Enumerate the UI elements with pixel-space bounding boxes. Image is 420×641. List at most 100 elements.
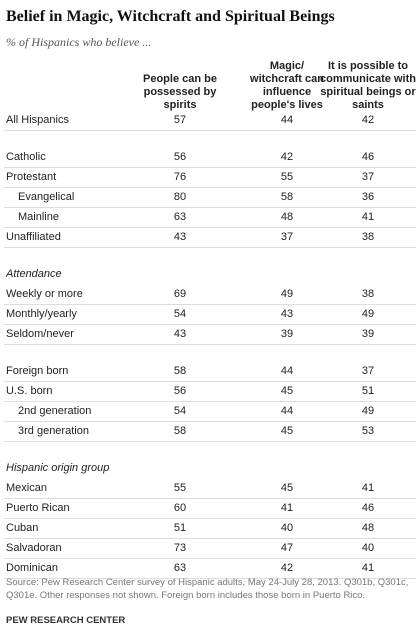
cell-value: 56 xyxy=(173,151,187,163)
section-heading: Attendance xyxy=(6,268,62,280)
cell-value: 44 xyxy=(280,405,294,417)
cell-value: 48 xyxy=(361,522,375,534)
row-rule xyxy=(4,558,416,559)
cell-value: 43 xyxy=(173,231,187,243)
cell-value: 41 xyxy=(280,502,294,514)
cell-value: 51 xyxy=(173,522,187,534)
cell-value: 51 xyxy=(361,385,375,397)
row-rule xyxy=(4,538,416,539)
cell-value: 46 xyxy=(361,151,375,163)
row-label: U.S. born xyxy=(6,385,53,397)
cell-value: 55 xyxy=(173,482,187,494)
row-rule xyxy=(4,518,416,519)
cell-value: 39 xyxy=(361,328,375,340)
row-rule xyxy=(4,207,416,208)
source-note: Source: Pew Research Center survey of Hi… xyxy=(6,577,409,601)
cell-value: 46 xyxy=(361,502,375,514)
cell-value: 69 xyxy=(173,288,187,300)
cell-value: 53 xyxy=(361,425,375,437)
cell-value: 55 xyxy=(280,171,294,183)
cell-value: 37 xyxy=(361,365,375,377)
cell-value: 38 xyxy=(361,231,375,243)
row-rule xyxy=(4,498,416,499)
row-rule xyxy=(4,167,416,168)
cell-value: 41 xyxy=(361,482,375,494)
row-rule xyxy=(4,227,416,228)
title: Belief in Magic, Witchcraft and Spiritua… xyxy=(6,8,335,25)
row-label: Evangelical xyxy=(18,191,75,203)
row-label: Salvadoran xyxy=(6,542,62,554)
row-rule xyxy=(4,187,416,188)
cell-value: 40 xyxy=(280,522,294,534)
row-label: Seldom/never xyxy=(6,328,74,340)
row-label: Puerto Rican xyxy=(6,502,70,514)
cell-value: 45 xyxy=(280,425,294,437)
row-rule xyxy=(4,401,416,402)
cell-value: 44 xyxy=(280,365,294,377)
cell-value: 60 xyxy=(173,502,187,514)
row-rule xyxy=(4,130,416,131)
cell-value: 57 xyxy=(173,114,187,126)
column-header: It is possible to communicate with spiri… xyxy=(320,60,416,111)
cell-value: 48 xyxy=(280,211,294,223)
row-label: Dominican xyxy=(6,562,58,574)
row-label: Cuban xyxy=(6,522,39,534)
cell-value: 43 xyxy=(173,328,187,340)
cell-value: 76 xyxy=(173,171,187,183)
cell-value: 40 xyxy=(361,542,375,554)
cell-value: 36 xyxy=(361,191,375,203)
cell-value: 58 xyxy=(280,191,294,203)
row-rule xyxy=(4,304,416,305)
cell-value: 39 xyxy=(280,328,294,340)
row-label: Catholic xyxy=(6,151,46,163)
column-header: People can be possessed by spirits xyxy=(143,73,217,111)
cell-value: 63 xyxy=(173,211,187,223)
cell-value: 45 xyxy=(280,385,294,397)
cell-value: 47 xyxy=(280,542,294,554)
cell-value: 42 xyxy=(280,562,294,574)
cell-value: 63 xyxy=(173,562,187,574)
row-rule xyxy=(4,324,416,325)
cell-value: 41 xyxy=(361,562,375,574)
cell-value: 45 xyxy=(280,482,294,494)
cell-value: 73 xyxy=(173,542,187,554)
cell-value: 41 xyxy=(361,211,375,223)
row-label: Monthly/yearly xyxy=(6,308,77,320)
row-label: Mexican xyxy=(6,482,47,494)
row-rule xyxy=(4,344,416,345)
cell-value: 54 xyxy=(173,405,187,417)
row-rule xyxy=(4,421,416,422)
cell-value: 58 xyxy=(173,365,187,377)
row-rule xyxy=(4,247,416,248)
row-label: Unaffiliated xyxy=(6,231,61,243)
row-label: Weekly or more xyxy=(6,288,83,300)
cell-value: 54 xyxy=(173,308,187,320)
cell-value: 42 xyxy=(361,114,375,126)
cell-value: 49 xyxy=(280,288,294,300)
cell-value: 38 xyxy=(361,288,375,300)
row-label: Protestant xyxy=(6,171,57,183)
cell-value: 58 xyxy=(173,425,187,437)
cell-value: 37 xyxy=(280,231,294,243)
row-label: Mainline xyxy=(18,211,59,223)
row-label: Foreign born xyxy=(6,365,69,377)
row-rule xyxy=(4,441,416,442)
row-rule xyxy=(4,381,416,382)
cell-value: 80 xyxy=(173,191,187,203)
cell-value: 44 xyxy=(280,114,294,126)
row-label: 2nd generation xyxy=(18,405,92,417)
column-header: Magic/ witchcraft can influence people's… xyxy=(250,60,324,111)
cell-value: 42 xyxy=(280,151,294,163)
cell-value: 49 xyxy=(361,405,375,417)
cell-value: 43 xyxy=(280,308,294,320)
subtitle: % of Hispanics who believe ... xyxy=(6,35,152,49)
cell-value: 49 xyxy=(361,308,375,320)
section-heading: Hispanic origin group xyxy=(6,462,110,474)
row-label: 3rd generation xyxy=(18,425,89,437)
cell-value: 56 xyxy=(173,385,187,397)
row-label: All Hispanics xyxy=(6,114,69,126)
credit: PEW RESEARCH CENTER xyxy=(6,615,126,626)
cell-value: 37 xyxy=(361,171,375,183)
row-rule xyxy=(4,578,416,579)
